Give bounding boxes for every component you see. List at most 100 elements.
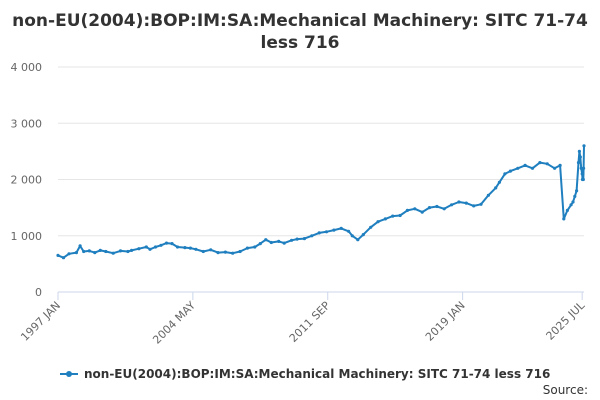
data-point[interactable] (339, 226, 343, 230)
data-point[interactable] (277, 239, 281, 243)
data-point[interactable] (126, 249, 130, 254)
data-point[interactable] (201, 249, 205, 254)
data-point[interactable] (565, 208, 570, 212)
data-point[interactable] (238, 249, 242, 254)
data-point[interactable] (376, 220, 380, 224)
data-point[interactable] (253, 245, 257, 249)
data-point[interactable] (413, 207, 417, 211)
data-point[interactable] (111, 251, 115, 255)
data-point[interactable] (175, 245, 180, 249)
data-point[interactable] (523, 163, 527, 167)
data-point[interactable] (282, 241, 286, 245)
data-point[interactable] (464, 201, 468, 205)
data-point[interactable] (183, 246, 187, 250)
data-point[interactable] (264, 238, 268, 242)
data-point[interactable] (581, 172, 585, 176)
data-point[interactable] (223, 250, 227, 254)
data-point[interactable] (324, 230, 329, 234)
data-point[interactable] (148, 247, 152, 251)
data-point[interactable] (130, 248, 134, 252)
data-point[interactable] (579, 166, 583, 170)
data-point[interactable] (269, 240, 273, 245)
data-point[interactable] (104, 249, 108, 254)
data-point[interactable] (82, 249, 86, 254)
data-point[interactable] (503, 172, 507, 176)
data-point[interactable] (391, 214, 395, 218)
data-point[interactable] (61, 256, 66, 260)
data-point[interactable] (450, 203, 454, 207)
x-tick-label: 2011 SEP (287, 299, 333, 345)
data-point[interactable] (494, 186, 498, 190)
data-point[interactable] (93, 251, 97, 255)
data-point[interactable] (258, 242, 262, 246)
data-point[interactable] (571, 200, 575, 204)
data-point[interactable] (562, 217, 566, 221)
data-point[interactable] (398, 213, 402, 218)
data-point[interactable] (245, 246, 249, 250)
data-point[interactable] (231, 251, 235, 255)
data-point[interactable] (369, 225, 373, 229)
data-point[interactable] (347, 229, 351, 233)
data-point[interactable] (317, 231, 321, 235)
data-point[interactable] (530, 166, 535, 170)
data-point[interactable] (558, 163, 562, 167)
x-axis-ticks: 1997 JAN 2004 MAY 2011 SEP 2019 JAN 2025 JUL (18, 292, 588, 347)
data-point[interactable] (569, 203, 573, 207)
data-point[interactable] (290, 238, 294, 242)
data-point[interactable] (361, 233, 365, 237)
data-point[interactable] (486, 193, 490, 197)
data-point[interactable] (170, 242, 174, 246)
data-point[interactable] (164, 241, 169, 245)
y-tick-label: 1 000 (11, 230, 43, 243)
data-point[interactable] (118, 249, 123, 253)
data-point[interactable] (497, 180, 501, 184)
data-point[interactable] (577, 149, 582, 153)
data-point[interactable] (472, 204, 476, 208)
y-axis-ticks: 0 1 000 2 000 3 000 4 000 (11, 61, 43, 299)
data-point[interactable] (56, 253, 60, 257)
data-point[interactable] (356, 238, 360, 242)
data-point[interactable] (98, 248, 102, 252)
data-point[interactable] (295, 237, 299, 241)
data-point[interactable] (302, 237, 306, 241)
legend[interactable]: non-EU(2004):BOP:IM:SA:Mechanical Machin… (60, 367, 550, 381)
data-point[interactable] (332, 228, 336, 232)
data-point[interactable] (479, 202, 483, 206)
data-point[interactable] (405, 208, 409, 212)
data-point[interactable] (209, 248, 213, 252)
legend-marker (66, 371, 72, 377)
data-point[interactable] (216, 251, 220, 255)
data-point[interactable] (573, 194, 577, 198)
data-point[interactable] (188, 246, 192, 250)
data-point[interactable] (576, 161, 581, 165)
data-point[interactable] (442, 207, 446, 211)
x-tick-label: 2004 MAY (150, 299, 198, 347)
data-point[interactable] (310, 234, 314, 238)
data-point[interactable] (516, 166, 520, 170)
chart-title: non-EU(2004):BOP:IM:SA:Mechanical Machin… (12, 11, 588, 31)
data-point[interactable] (553, 166, 557, 170)
data-point[interactable] (350, 234, 354, 238)
data-point[interactable] (538, 161, 542, 165)
data-point[interactable] (457, 200, 461, 204)
data-point[interactable] (575, 189, 579, 193)
data-point[interactable] (74, 251, 78, 255)
data-point[interactable] (194, 247, 198, 251)
data-point[interactable] (582, 144, 586, 148)
data-point[interactable] (87, 249, 91, 253)
data-point[interactable] (159, 243, 163, 247)
data-point[interactable] (581, 177, 585, 182)
data-point[interactable] (153, 245, 158, 249)
data-point[interactable] (383, 217, 387, 221)
data-point[interactable] (420, 210, 424, 214)
data-point[interactable] (144, 245, 148, 249)
data-point[interactable] (67, 252, 71, 256)
data-point[interactable] (427, 206, 432, 210)
data-point[interactable] (137, 247, 141, 251)
data-point[interactable] (545, 162, 549, 166)
data-point[interactable] (582, 166, 586, 170)
data-point[interactable] (78, 244, 82, 248)
data-point[interactable] (578, 155, 582, 159)
data-point[interactable] (435, 204, 439, 209)
data-point[interactable] (508, 169, 512, 173)
